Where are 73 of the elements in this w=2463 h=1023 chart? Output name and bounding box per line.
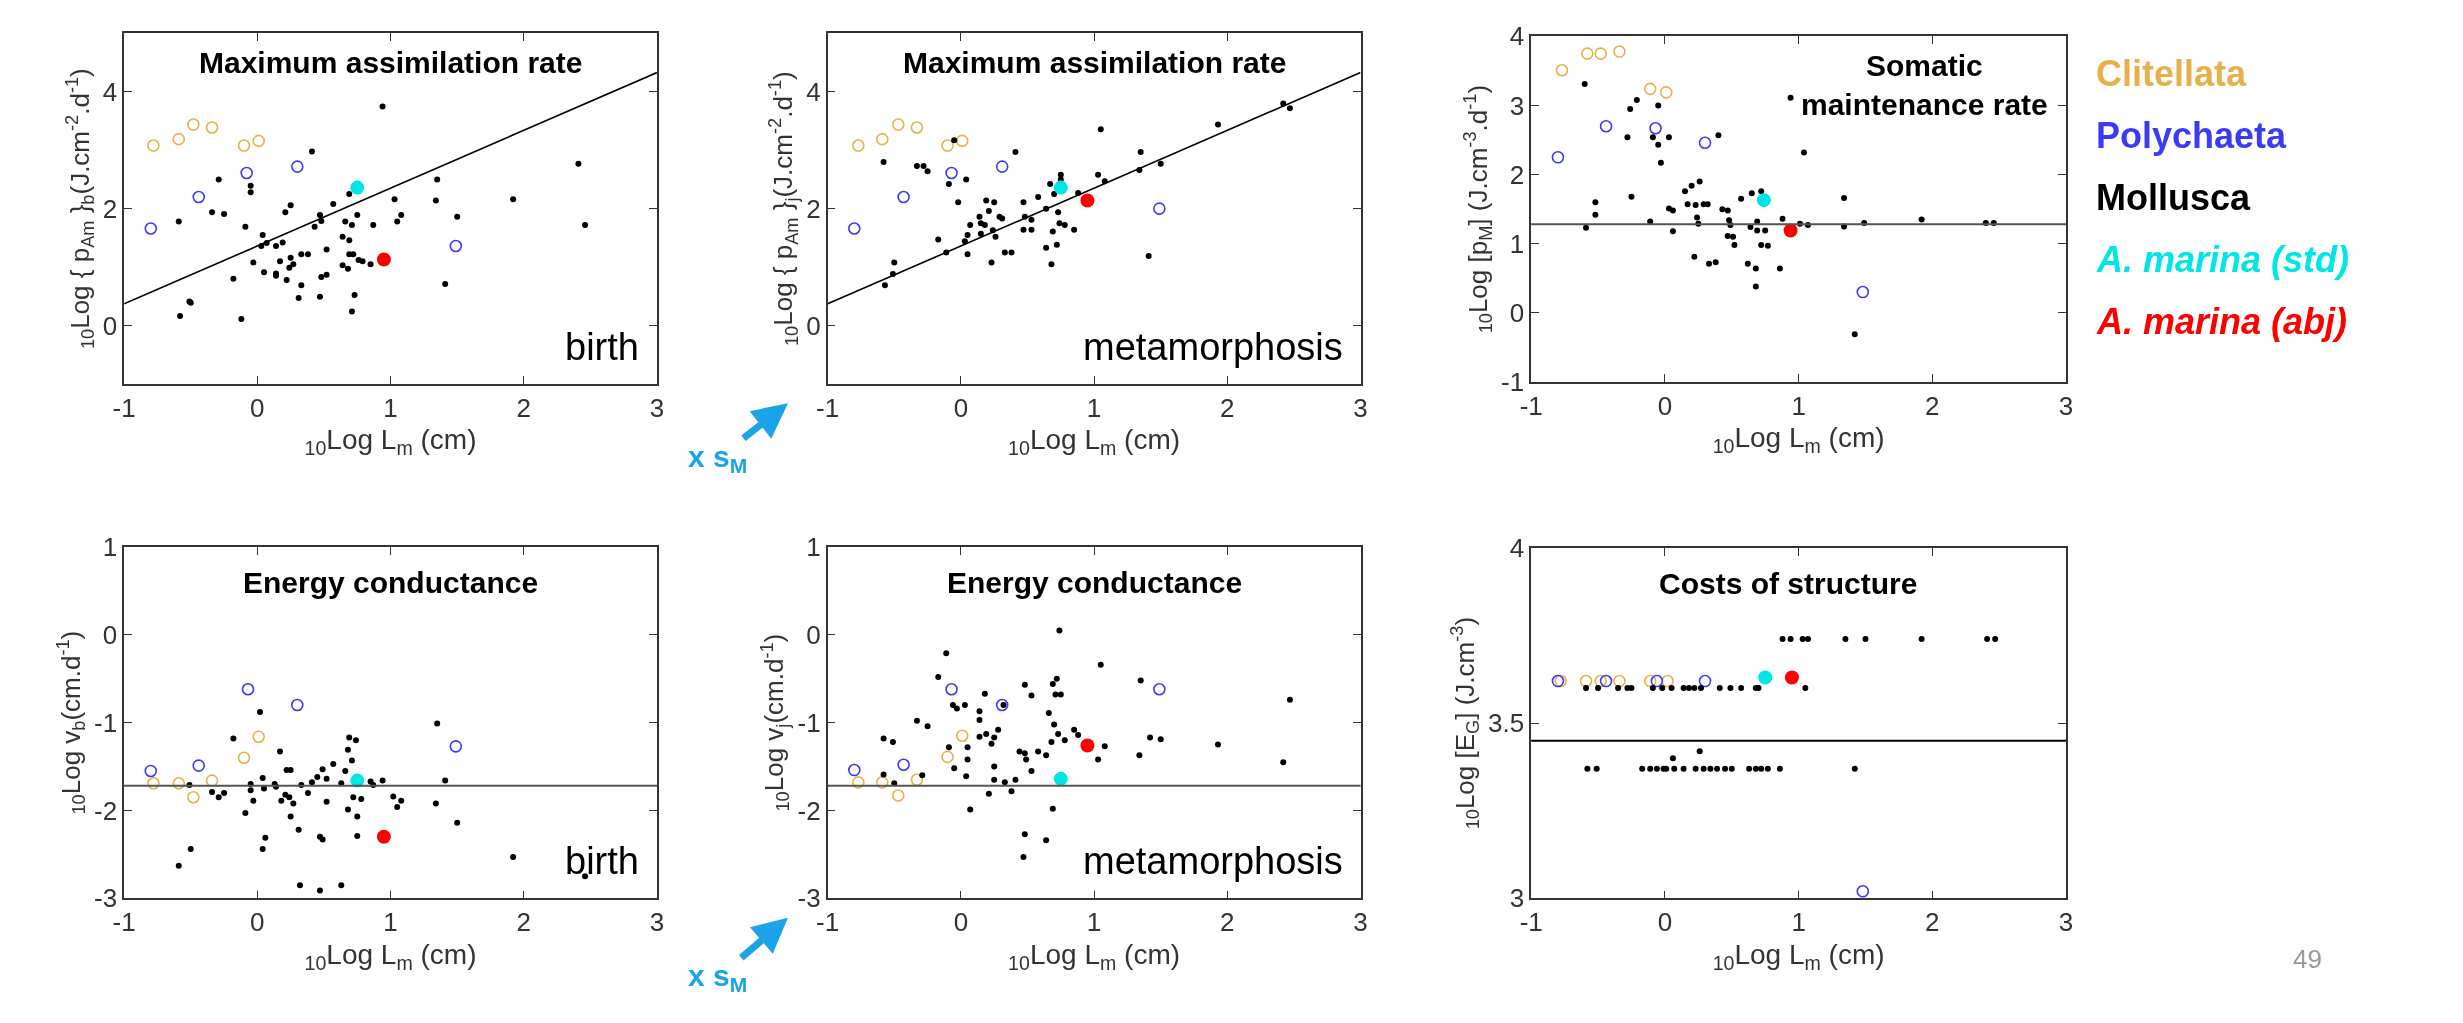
y-tick-label: 2: [1509, 159, 1525, 190]
text: A. marina (abj): [2096, 301, 2348, 342]
y-tick-label: 0: [806, 310, 821, 341]
x-axis-title: $_{10}$Log L$_{m}$ (cm): [1712, 938, 1885, 974]
text: Somatic maintenance rate: [1801, 49, 2048, 121]
x-tick-label: 3: [1353, 907, 1368, 938]
annotation: metamorphosis: [1083, 840, 1343, 882]
text: 49: [2293, 944, 2322, 974]
y-tick-label: 0: [102, 619, 118, 650]
y-tick-label: -1: [1501, 367, 1525, 398]
x-tick-label: 2: [516, 907, 531, 938]
x-tick-label: 3: [649, 392, 665, 423]
x-tick-label: 1: [1086, 392, 1102, 423]
x-tick-label: 0: [953, 392, 969, 423]
text: A. marina (std): [2096, 239, 2350, 280]
y-tick-label: 0: [1509, 297, 1525, 328]
x-tick-label: 3: [1353, 392, 1368, 423]
x-tick-label: 3: [649, 907, 665, 938]
annotation: birth: [565, 840, 639, 882]
x-tick-label: 1: [1791, 907, 1806, 938]
y-tick-label: 4: [1509, 21, 1525, 52]
y-tick-label: 1: [1509, 228, 1525, 259]
y-tick-label: 1: [806, 532, 821, 563]
text: Mollusca: [2096, 177, 2252, 218]
y-tick-label: 4: [102, 76, 118, 107]
x-tick-label: 2: [1220, 392, 1235, 423]
y-tick-label: -3: [94, 883, 118, 914]
x-tick-label: 3: [2058, 907, 2074, 938]
x-tick-label: 2: [1220, 907, 1235, 938]
x-tick-label: 3: [2058, 390, 2074, 421]
y-tick-label: -2: [797, 795, 821, 826]
text: Energy conductance: [243, 566, 539, 599]
text: x s$_{M}$: [688, 440, 748, 478]
x-axis-title: $_{10}$Log L$_{m}$ (cm): [1008, 938, 1181, 974]
x-tick-label: 0: [1657, 390, 1673, 421]
text: Polychaeta: [2096, 115, 2288, 156]
x-tick-label: 0: [250, 907, 265, 938]
text: Costs of structure: [1659, 567, 1918, 600]
y-tick-label: 4: [806, 76, 821, 107]
y-tick-label: 2: [806, 193, 821, 224]
y-tick-label: -1: [94, 707, 118, 738]
y-tick-label: 3: [1509, 90, 1525, 121]
y-tick-label: 4: [1509, 533, 1525, 563]
x-axis-title: $_{10}$Log L$_{m}$ (cm): [1712, 422, 1885, 458]
x-tick-label: 2: [1925, 390, 1940, 421]
x-tick-label: 2: [1925, 907, 1940, 938]
text: Energy conductance: [947, 566, 1243, 599]
y-tick-label: 3: [1509, 883, 1525, 914]
annotation: metamorphosis: [1083, 326, 1343, 368]
y-tick-label: 3.5: [1488, 708, 1525, 739]
x-tick-label: 0: [1657, 907, 1673, 938]
chart-title: Maximum assimilation rate: [199, 46, 583, 79]
x-tick-label: 2: [516, 392, 531, 423]
annotation: birth: [565, 326, 639, 368]
y-tick-label: -2: [94, 795, 118, 826]
x-axis-title: $_{10}$Log L$_{m}$ (cm): [304, 424, 477, 460]
y-tick-label: 1: [102, 532, 118, 563]
x-tick-label: 0: [250, 392, 265, 423]
text: x s$_{M}$: [688, 959, 748, 997]
x-tick-label: 0: [953, 907, 969, 938]
x-tick-label: 1: [1791, 390, 1806, 421]
y-tick-label: 0: [806, 619, 821, 650]
x-tick-label: 1: [383, 907, 398, 938]
y-tick-label: 2: [102, 193, 118, 224]
y-tick-label: -3: [797, 883, 821, 914]
y-tick-label: -1: [797, 707, 821, 738]
x-axis-title: $_{10}$Log L$_{m}$ (cm): [1008, 424, 1181, 460]
x-tick-label: 1: [383, 392, 398, 423]
y-tick-label: 0: [102, 310, 118, 341]
x-tick-label: 1: [1086, 907, 1102, 938]
text: Clitellata: [2096, 53, 2248, 94]
x-axis-title: $_{10}$Log L$_{m}$ (cm): [304, 938, 477, 974]
chart-title: Maximum assimilation rate: [903, 46, 1287, 79]
